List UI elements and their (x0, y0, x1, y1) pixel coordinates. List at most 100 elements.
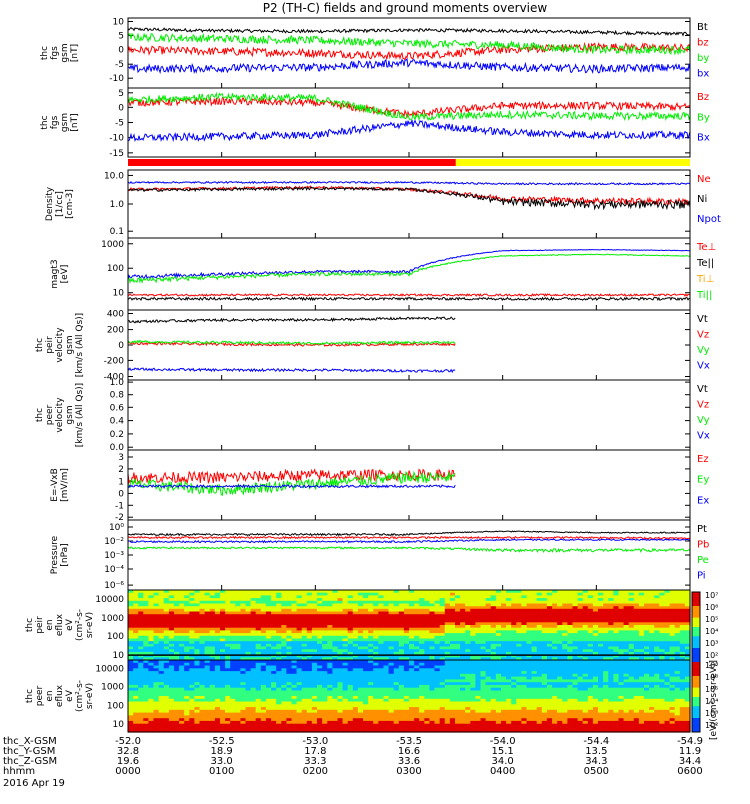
ytick-label-pressure-0: 10⁰ (109, 523, 124, 533)
ytick-label-efield-2: 1 (118, 478, 124, 488)
ylabel-peir-vel-1: peir (45, 336, 55, 354)
ylabel-fgs-nt-1: fgs (50, 46, 60, 60)
ylabel-peer-en-2: en (45, 690, 55, 701)
ylabel-peer-vel-0: thc (35, 408, 45, 422)
panel-frame-peer-vel (128, 380, 690, 450)
spectrogram-ions (128, 590, 691, 661)
ylabel-peir-vel-3: gsm (65, 335, 75, 354)
legend-pressure-0: Pt (697, 524, 707, 535)
legend-pressure-2: Pe (697, 555, 709, 566)
legend-temp-3: Ti|| (696, 290, 712, 301)
ylabel-temp-0: magt3 (50, 259, 60, 288)
ytick-label-fgs-nt-1: 5 (118, 32, 124, 42)
ytick-label-peir-en-1: 1000 (101, 614, 124, 624)
ytick-label-density-1: 1.0 (110, 200, 125, 210)
ylabel-temp-1: [eV] (60, 265, 70, 284)
ytick-label-efield-3: 0 (118, 489, 124, 499)
ytick-label-fgs-nt-2: 0 (118, 46, 124, 56)
legend-pressure-3: Pi (697, 571, 706, 582)
ytick-label-peer-vel-4: 0.2 (110, 430, 124, 440)
ytick-label-peer-vel-0: 1.0 (110, 378, 125, 388)
ylabel-peir-en-0: thc (25, 618, 35, 632)
ytick-label-peir-en-2: 100 (107, 632, 124, 642)
ytick-label-density-0: 10.0 (104, 171, 124, 181)
legend-density-0: Ne (697, 174, 711, 185)
ylabel-peer-vel-1: peer (45, 404, 55, 425)
ytick-label-pressure-4: 10⁻⁶ (104, 581, 124, 591)
ytick-label-peir-en-3: 10 (113, 651, 125, 661)
panel-frame-pressure (128, 520, 690, 590)
ylabel-peir-en-6: sr-eV) (85, 612, 95, 638)
ytick-label-efield-5: -2 (115, 513, 124, 523)
line-fgsd-Bx (128, 120, 690, 141)
line-vel-Vx (128, 368, 455, 372)
legend-peer-vel-3: Vx (697, 431, 710, 442)
ylabel-fgs-nt-2: gsm (60, 43, 70, 62)
ytick-label-fgs-deg-1: 0 (118, 103, 124, 113)
legend-peir-vel-1: Vz (697, 330, 709, 341)
line-pres-Pi (128, 539, 690, 542)
ytick-label-density-2: 0.1 (110, 227, 124, 237)
ylabel-peir-en-3: eflux (55, 613, 65, 636)
ytick-label-peer-en-0: 10000 (95, 665, 124, 675)
legend-fgs-deg-1: By (697, 112, 710, 123)
ylabel-efield-0: E=-VxB (50, 468, 60, 502)
line-fgs-Bt (128, 28, 690, 36)
line-temp-Te⊥ (128, 294, 690, 296)
ytick-label-temp-2: 10 (113, 289, 125, 299)
ylabel-fgs-deg-3: [nT] (70, 113, 80, 131)
ytick-label-peer-en-3: 10 (113, 720, 125, 730)
ytick-label-efield-4: -1 (115, 501, 124, 511)
legend-fgs-nt-2: by (697, 53, 709, 64)
ylabel-peer-vel-2: velocity (55, 397, 65, 433)
ylabel-fgs-deg-1: fgs (50, 115, 60, 129)
legend-peer-vel-2: Vy (697, 415, 710, 426)
ylabel-peer-en-6: sr-eV) (85, 683, 95, 709)
line-pres-Pt (128, 531, 690, 535)
legend-temp-1: Te|| (696, 258, 714, 269)
ylabel-peir-vel-2: velocity (55, 327, 65, 363)
ytick-label-peir-vel-0: 400 (107, 310, 124, 320)
legend-fgs-nt-1: bz (697, 38, 709, 49)
line-vel-Vt (128, 317, 455, 323)
ytick-label-fgs-deg-2: -5 (115, 119, 124, 129)
ytick-label-pressure-2: 10⁻³ (104, 551, 124, 561)
legend-fgs-deg-2: Bx (697, 133, 710, 144)
ylabel-peer-en-0: thc (25, 689, 35, 703)
ylabel-density-2: [cm-3] (65, 189, 75, 219)
mode-bar-0 (128, 159, 456, 166)
ylabel-density-1: [1/cc] (55, 191, 65, 217)
ytick-label-peer-vel-5: 0.0 (110, 443, 125, 453)
ytick-label-fgs-nt-0: 10 (113, 18, 125, 28)
legend-efield-1: Ey (697, 475, 709, 486)
legend-peer-vel-0: Vt (697, 384, 708, 395)
legend-temp-0: Te⊥ (696, 242, 716, 253)
ylabel-peir-en-5: (cm²-s- (75, 609, 85, 641)
ytick-label-fgs-deg-0: 5 (118, 89, 124, 99)
legend-efield-0: Ez (697, 454, 709, 465)
legend-peir-vel-3: Vx (697, 361, 710, 372)
ylabel-peir-en-2: en (45, 619, 55, 630)
legend-fgs-nt-3: bx (697, 69, 709, 80)
legend-peir-vel-2: Vy (697, 345, 710, 356)
ytick-label-temp-0: 1000 (101, 240, 124, 250)
ylabel-peir-vel-4: [km/s (All Qs)] (75, 313, 85, 377)
ytick-label-peer-en-2: 100 (107, 701, 124, 711)
legend-peir-vel-0: Vt (697, 314, 708, 325)
line-temp-Ti|| (128, 254, 690, 282)
ytick-label-fgs-deg-3: -10 (109, 134, 124, 144)
ytick-label-peir-vel-3: -200 (104, 356, 125, 366)
ytick-label-peer-en-1: 1000 (101, 683, 124, 693)
ylabel-fgs-nt-0: thc (40, 46, 50, 60)
legend-density-2: Npot (697, 214, 721, 225)
ylabel-peer-en-5: (cm²-s- (75, 680, 85, 712)
legend-fgs-nt-0: Bt (697, 22, 708, 33)
legend-efield-2: Ex (697, 495, 709, 506)
ylabel-peir-en-1: peir (35, 616, 45, 634)
ylabel-peer-vel-4: [km/s (All Qs)] (75, 383, 85, 447)
